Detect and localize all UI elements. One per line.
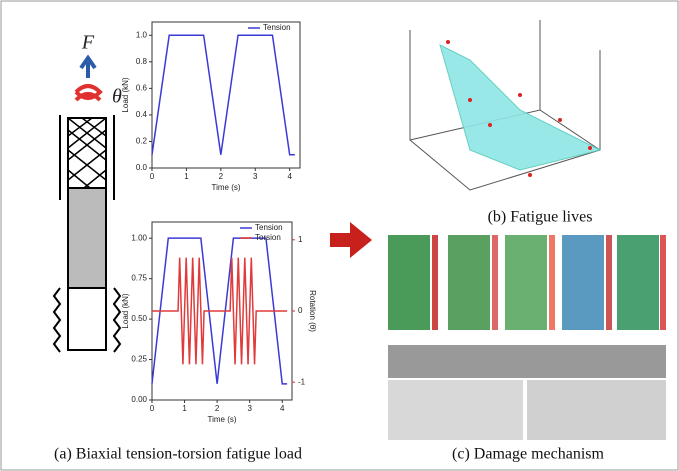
- y-tick-label: 1.00: [131, 233, 147, 242]
- y-tick-label: 0.00: [131, 395, 147, 404]
- legend-label: Tension: [263, 23, 291, 32]
- legend-label: Torsion: [255, 233, 281, 242]
- caption: (c) Damage mechanism: [452, 446, 604, 463]
- x-tick-label: 0: [150, 404, 155, 413]
- x-tick-label: 3: [247, 404, 252, 413]
- series-line: [152, 257, 288, 365]
- y-tick-label: 0.0: [136, 163, 148, 172]
- y-axis-label: Load (kN): [121, 293, 130, 328]
- x-tick-label: 1: [184, 172, 189, 181]
- y2-tick-label: 1: [298, 235, 303, 244]
- x-tick-label: 4: [280, 404, 285, 413]
- angle-label: θ: [112, 86, 122, 108]
- y-tick-label: 0.75: [131, 274, 147, 283]
- y-tick-label: 0.4: [136, 110, 148, 119]
- x-tick-label: 3: [253, 172, 258, 181]
- y2-tick-label: -1: [298, 377, 306, 386]
- y-tick-label: 0.50: [131, 314, 147, 323]
- plot-area: [151, 21, 301, 169]
- force-label: F: [81, 32, 95, 54]
- y-tick-label: 0.6: [136, 83, 148, 92]
- x-tick-label: 0: [150, 172, 155, 181]
- x-tick-label: 4: [287, 172, 292, 181]
- y-axis-label: Load (kN): [121, 77, 130, 112]
- legend-label: Tension: [255, 223, 283, 232]
- damage-images: [388, 235, 666, 440]
- caption: (a) Biaxial tension-torsion fatigue load: [54, 446, 302, 463]
- caption: (b) Fatigue lives: [488, 209, 593, 226]
- x-tick-label: 2: [219, 172, 224, 181]
- y-tick-label: 1.0: [136, 30, 148, 39]
- specimen: F θ: [52, 32, 122, 353]
- x-tick-label: 1: [182, 404, 187, 413]
- y-tick-label: 0.2: [136, 137, 148, 146]
- y-tick-label: 0.25: [131, 355, 147, 364]
- y2-tick-label: 0: [298, 306, 303, 315]
- x-axis-label: Time (s): [211, 183, 240, 192]
- series-line: [151, 34, 295, 156]
- surface-plot: [409, 20, 602, 191]
- x-tick-label: 2: [215, 404, 220, 413]
- arrow: [330, 222, 372, 258]
- y2-axis-label: Rotation (θ): [308, 290, 317, 332]
- x-axis-label: Time (s): [207, 415, 236, 424]
- y-tick-label: 0.8: [136, 57, 148, 66]
